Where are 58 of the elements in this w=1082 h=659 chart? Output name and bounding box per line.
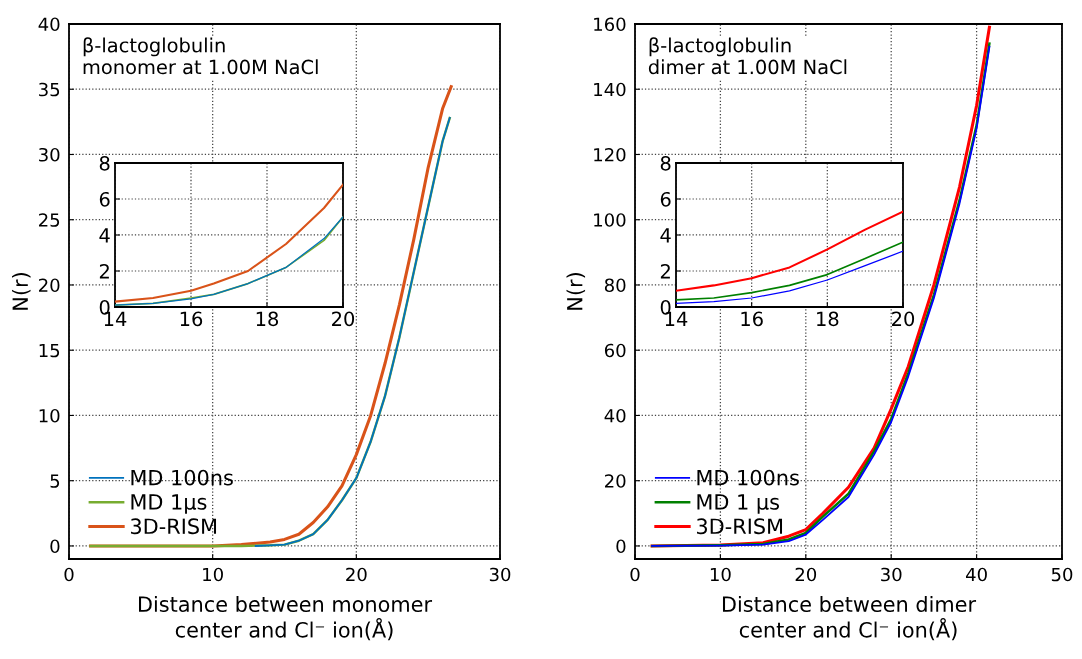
- x-tick-label: 20: [892, 311, 915, 327]
- y-tick-label: 0: [50, 539, 60, 554]
- legend-label: MD 1µs: [131, 494, 207, 514]
- x-tick-label: 0: [64, 567, 74, 582]
- legend-label: MD 100ns: [131, 469, 233, 486]
- y-tick-label: 40: [38, 17, 60, 32]
- x-tick-label: 16: [741, 311, 763, 327]
- x-tick-label: 0: [630, 567, 640, 582]
- y-tick-label: 160: [594, 17, 626, 32]
- y-tick-label: 6: [660, 191, 671, 207]
- x-axis-title: Distance between dimer center and Cl⁻ ion(Å): [722, 595, 977, 641]
- y-tick-label: 15: [39, 343, 60, 358]
- x-tick-label: 10: [710, 567, 731, 582]
- y-tick-label: 30: [39, 147, 60, 162]
- line-series: [254, 117, 451, 547]
- y-tick-label: 25: [39, 213, 60, 227]
- line-series: [676, 210, 903, 292]
- y-tick-label: 8: [99, 155, 110, 171]
- y-tick-label: 6: [99, 191, 110, 207]
- x-tick-label: 50: [1051, 567, 1073, 582]
- line-series: [115, 183, 343, 303]
- y-tick-label: 35: [39, 82, 60, 97]
- y-tick-label: 80: [604, 278, 626, 293]
- line-series: [676, 241, 903, 301]
- y-tick-label: 20: [605, 474, 626, 488]
- legend-label: 3D-RISM: [131, 518, 217, 535]
- legend-label: MD 100ns: [697, 469, 799, 486]
- y-tick-label: 4: [99, 228, 110, 243]
- y-tick-label: 10: [39, 408, 60, 423]
- y-tick-label: 60: [604, 343, 626, 358]
- x-tick-label: 30: [881, 567, 902, 582]
- x-tick-label: 18: [256, 311, 279, 327]
- annotation: β-lactoglobulin dimer at 1.00M NaCl: [648, 37, 847, 75]
- y-tick-label: 4: [660, 228, 671, 243]
- y-tick-label: 2: [660, 263, 670, 279]
- y-tick-label: 140: [594, 82, 626, 97]
- x-tick-label: 10: [203, 567, 223, 582]
- y-tick-label: 100: [594, 213, 626, 227]
- x-tick-label: 30: [489, 567, 511, 582]
- y-tick-label: 8: [660, 155, 671, 171]
- y-tick-label: 5: [50, 474, 60, 488]
- x-tick-label: 16: [180, 311, 203, 327]
- y-tick-label: 2: [99, 263, 109, 279]
- x-tick-label: 20: [346, 567, 367, 582]
- annotation: β-lactoglobulin monomer at 1.00M NaCl: [83, 37, 318, 75]
- x-axis-title: Distance between monomer center and Cl⁻ ion(Å): [139, 595, 433, 641]
- y-tick-label: 0: [616, 539, 626, 554]
- x-tick-label: 40: [966, 567, 987, 582]
- x-tick-label: 18: [817, 311, 839, 327]
- y-tick-label: 120: [594, 147, 626, 162]
- y-tick-label: 40: [604, 408, 626, 423]
- x-tick-label: 20: [795, 567, 817, 582]
- y-axis-title: N(r): [12, 273, 31, 310]
- y-tick-label: 20: [39, 278, 60, 293]
- legend-label: MD 1 µs: [697, 494, 780, 514]
- legend-label: 3D-RISM: [697, 518, 783, 535]
- y-axis-title: N(r): [566, 273, 586, 310]
- x-tick-label: 20: [332, 311, 355, 327]
